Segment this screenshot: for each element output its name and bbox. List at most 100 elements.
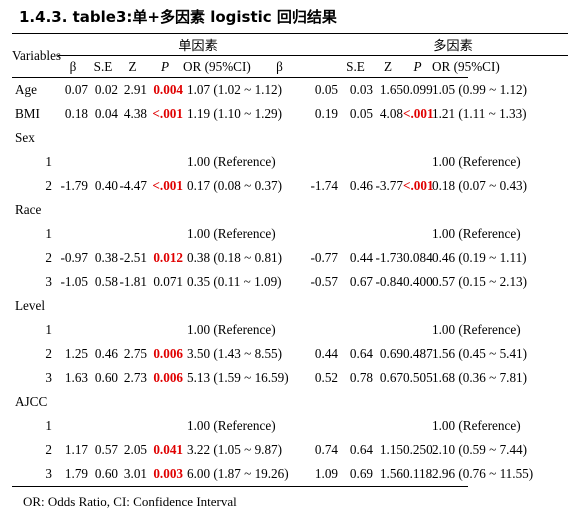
uni-p-cell: 0.006 — [153, 346, 183, 361]
uni-z-cell: -4.47 — [119, 178, 147, 193]
uni-or-cell: 6.00 (1.87 ~ 19.26) — [183, 462, 289, 487]
uni-or-cell: 0.17 (0.08 ~ 0.37) — [187, 178, 283, 193]
col-header-beta: β — [58, 55, 88, 78]
multi-p-cell — [403, 318, 432, 342]
multi-z-cell: 1.15 — [379, 442, 403, 457]
level-label: 2 — [45, 346, 52, 361]
level-label: 1 — [45, 226, 52, 241]
multi-or-cell: 0.57 (0.15 ~ 2.13) — [432, 274, 528, 289]
multi-or-cell: 1.00 (Reference) — [432, 226, 521, 241]
uni-beta-cell — [58, 318, 88, 342]
col-header-or: OR (95%CI) — [183, 55, 251, 78]
variable-name: BMI — [15, 106, 40, 121]
col-header-p: P — [403, 55, 432, 78]
col-header-se: S.E — [338, 55, 373, 78]
uni-p-cell: <.001 — [152, 106, 183, 121]
multi-or-cell: 1.21 (1.11 ~ 1.33) — [432, 106, 527, 121]
uni-or-cell: 1.00 (Reference) — [187, 418, 276, 433]
uni-beta-cell — [58, 222, 88, 246]
uni-p-cell: 0.004 — [153, 82, 183, 97]
uni-beta-cell: 1.63 — [64, 370, 88, 385]
uni-p-cell: 0.003 — [147, 462, 183, 487]
multi-se-cell: 0.64 — [349, 442, 373, 457]
multi-z-cell: -1.73 — [375, 250, 403, 265]
multi-se-cell: 0.05 — [349, 106, 373, 121]
multi-z-cell: 0.67 — [379, 370, 403, 385]
uni-z-cell: 2.05 — [123, 442, 147, 457]
multi-or-cell: 1.56 (0.45 ~ 5.41) — [432, 346, 528, 361]
uni-or-cell: 0.35 (0.11 ~ 1.09) — [187, 274, 282, 289]
multi-se-cell: 0.46 — [349, 178, 373, 193]
multi-p-cell: 0.099 — [403, 82, 433, 97]
multi-or-cell: 1.00 (Reference) — [432, 418, 521, 433]
multi-z-cell — [373, 150, 403, 174]
multi-beta-cell: -0.77 — [310, 250, 338, 265]
level-label: 1 — [45, 322, 52, 337]
multi-se-cell: 0.67 — [349, 274, 373, 289]
multi-z-cell — [373, 414, 403, 438]
uni-or-cell: 3.22 (1.05 ~ 9.87) — [187, 442, 283, 457]
uni-beta-cell: 1.25 — [64, 346, 88, 361]
uni-se-cell: 0.38 — [94, 250, 118, 265]
level-label: 2 — [45, 442, 52, 457]
level-label: 1 — [45, 154, 52, 169]
variables-header: Variables — [12, 33, 61, 78]
table-row: 1 1.00 (Reference) 1.00 (Reference) — [12, 318, 568, 342]
uni-beta-cell: -1.05 — [60, 274, 88, 289]
multi-z-cell: -3.77 — [375, 178, 403, 193]
multi-se-cell: 0.78 — [349, 370, 373, 385]
uni-or-cell: 1.00 (Reference) — [187, 154, 276, 169]
uni-beta-cell: -1.79 — [60, 178, 88, 193]
multi-or-cell: 2.96 (0.76 ~ 11.55) — [432, 462, 533, 487]
level-label: 3 — [45, 370, 52, 385]
multi-se-cell: 0.69 — [338, 462, 373, 487]
variable-name: AJCC — [15, 394, 48, 409]
multi-z-cell: 4.08 — [379, 106, 403, 121]
col-header-z: Z — [373, 55, 403, 78]
uni-or-cell: 1.00 (Reference) — [187, 226, 276, 241]
uni-se-cell: 0.60 — [94, 370, 118, 385]
uni-se-cell — [88, 318, 118, 342]
table-row: 1 1.00 (Reference) 1.00 (Reference) — [12, 414, 568, 438]
header-row-groups: Variables 单因素 多因素 — [12, 33, 569, 78]
multi-beta-cell: 0.52 — [314, 370, 338, 385]
multi-beta-cell: 0.44 — [314, 346, 338, 361]
uni-se-cell: 0.02 — [94, 82, 118, 97]
multi-beta-cell: 1.09 — [221, 462, 338, 487]
level-label: 1 — [45, 418, 52, 433]
uni-se-cell: 0.40 — [94, 178, 118, 193]
multi-z-cell: -0.84 — [375, 274, 403, 289]
uni-z-cell: -2.51 — [119, 250, 147, 265]
uni-p-cell: 0.006 — [153, 370, 183, 385]
table-row: BMI 0.18 0.04 4.38 <.001 1.19 (1.10 ~ 1.29) 0.… — [12, 102, 568, 126]
uni-z-cell: 4.38 — [123, 106, 147, 121]
multi-or-cell: 0.18 (0.07 ~ 0.43) — [432, 178, 528, 193]
uni-p-cell — [147, 222, 183, 246]
table-row: 3 1.63 0.60 2.73 0.006 5.13 (1.59 ~ 16.59) 0.5… — [12, 366, 568, 390]
uni-se-cell — [88, 222, 118, 246]
group-header-univariate: 单因素 — [58, 33, 338, 56]
col-header-or: OR (95%CI) — [432, 55, 500, 78]
multi-se-cell: 0.03 — [349, 82, 373, 97]
table-row: Age 0.07 0.02 2.91 0.004 1.07 (1.02 ~ 1.12) 0.… — [12, 78, 568, 103]
table-row: 2 1.17 0.57 2.05 0.041 3.22 (1.05 ~ 9.87) 0.74… — [12, 438, 568, 462]
multi-p-cell — [403, 414, 432, 438]
uni-p-cell: 0.012 — [153, 250, 183, 265]
footnote: OR: Odds Ratio, CI: Confidence Interval — [23, 494, 237, 509]
multi-z-cell: 0.69 — [379, 346, 403, 361]
uni-se-cell: 0.60 — [88, 462, 118, 487]
table-row: 1 1.00 (Reference) 1.00 (Reference) — [12, 222, 568, 246]
multi-p-cell: 0.505 — [403, 370, 433, 385]
level-label: 3 — [12, 462, 58, 487]
multi-p-cell: <.001 — [403, 106, 434, 121]
multi-p-cell: 0.487 — [403, 346, 433, 361]
table-row: 1 1.00 (Reference) 1.00 (Reference) — [12, 150, 568, 174]
multi-or-cell: 1.00 (Reference) — [432, 322, 521, 337]
uni-z-cell: 2.91 — [123, 82, 147, 97]
multi-se-cell — [338, 222, 373, 246]
multi-se-cell: 0.64 — [349, 346, 373, 361]
uni-beta-cell: 1.79 — [58, 462, 88, 487]
col-header-p: P — [147, 55, 183, 78]
variable-name: Level — [15, 298, 46, 313]
variable-group-row: Sex — [12, 126, 568, 150]
